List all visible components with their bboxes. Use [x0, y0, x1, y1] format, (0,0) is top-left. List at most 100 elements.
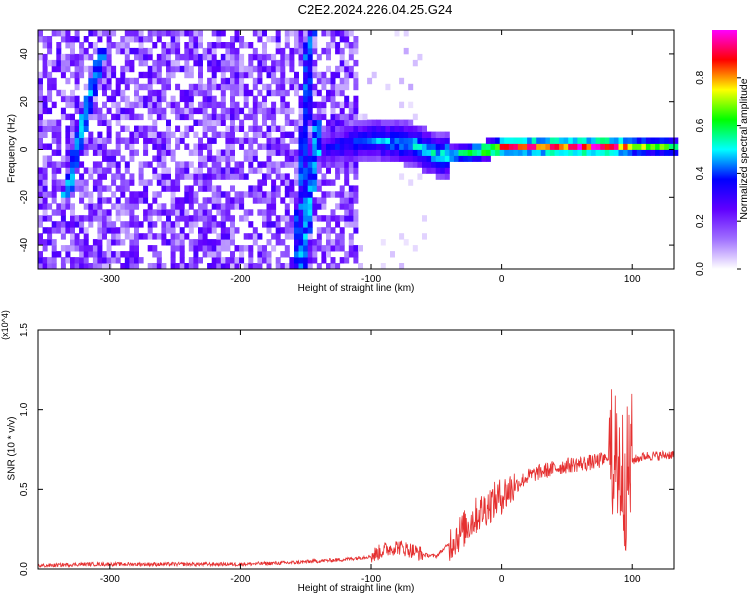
heatmap-cell [188, 113, 194, 121]
heatmap-cell [353, 155, 359, 162]
heatmap-cell [129, 113, 135, 121]
heatmap-cell [102, 149, 107, 156]
heatmap-cell [275, 42, 281, 49]
heatmap-cell [42, 257, 48, 264]
heatmap-cell [42, 101, 48, 109]
heatmap-cell [284, 251, 290, 258]
heatmap-cell [339, 53, 345, 61]
heatmap-cell [147, 179, 153, 186]
heatmap-cell [92, 263, 98, 270]
heatmap-cell [586, 149, 592, 156]
heatmap-cell [348, 221, 354, 228]
heatmap-cell [248, 113, 254, 121]
heatmap-cell [348, 107, 354, 115]
heatmap-cell [262, 59, 267, 67]
heatmap-cell [202, 53, 208, 61]
heatmap-cell [156, 95, 162, 103]
heatmap-cell [252, 119, 258, 126]
heatmap-cell [371, 131, 377, 138]
heatmap-cell [38, 137, 43, 144]
heatmap-cell [124, 59, 130, 67]
heatmap-cell [115, 89, 121, 97]
heatmap-cell [316, 53, 322, 61]
heatmap-cell [262, 131, 267, 138]
heatmap-cell [211, 197, 217, 204]
heatmap-cell [220, 101, 226, 109]
heatmap-cell [225, 209, 231, 216]
heatmap-cell [188, 107, 194, 115]
heatmap-cell [115, 251, 121, 258]
heatmap-cell [220, 263, 226, 270]
heatmap-cell [307, 30, 313, 37]
heatmap-cell [289, 185, 295, 192]
heatmap-cell [549, 143, 555, 150]
heatmap-cell [60, 59, 66, 67]
heatmap-cell [60, 245, 66, 252]
heatmap-cell [79, 161, 85, 168]
heatmap-cell [56, 221, 62, 228]
heatmap-cell [312, 125, 318, 132]
heatmap-cell [102, 221, 107, 228]
heatmap-cell [280, 251, 286, 258]
heatmap-cell [175, 59, 181, 67]
heatmap-cell [262, 191, 267, 198]
heatmap-cell [161, 263, 167, 270]
heatmap-cell [115, 173, 121, 180]
heatmap-cell [51, 83, 57, 91]
heatmap-cell [307, 263, 313, 270]
heatmap-cell [129, 101, 135, 109]
heatmap-cell [376, 149, 382, 156]
heatmap-cell [179, 107, 185, 115]
heatmap-cell [358, 149, 363, 156]
snr-series [37, 389, 675, 569]
heatmap-cell [216, 191, 222, 198]
heatmap-cell [170, 239, 176, 246]
heatmap-cell [79, 227, 85, 234]
heatmap-cell [344, 179, 350, 186]
heatmap-cell [211, 221, 217, 228]
heatmap-cell [188, 227, 194, 234]
heatmap-cell [111, 65, 117, 73]
heatmap-cell [266, 137, 272, 144]
heatmap-cell [367, 119, 373, 126]
heatmap-cell [207, 113, 213, 121]
heatmap-cell [220, 107, 226, 115]
heatmap-cell [367, 155, 373, 162]
heatmap-cell [463, 149, 469, 156]
heatmap-cell [202, 83, 208, 91]
heatmap-cell [316, 239, 322, 246]
heatmap-cell [152, 89, 158, 97]
heatmap-cell [65, 221, 71, 228]
heatmap-cell [198, 209, 203, 216]
heatmap-cell [51, 221, 57, 228]
heatmap-cell [303, 185, 309, 192]
heatmap-cell [275, 59, 281, 67]
heatmap-cell [604, 143, 610, 150]
heatmap-cell [124, 263, 130, 270]
heatmap-cell [129, 107, 135, 115]
heatmap-cell [394, 30, 400, 37]
heatmap-cell [143, 143, 149, 150]
heatmap-cell [134, 131, 139, 138]
heatmap-cell [79, 47, 85, 55]
heatmap-cell [124, 197, 130, 204]
heatmap-cell [156, 161, 162, 168]
heatmap-cell [97, 161, 103, 168]
heatmap-cell [239, 137, 245, 144]
heatmap-cell [115, 233, 121, 240]
heatmap-cell [179, 209, 185, 216]
heatmap-cell [106, 149, 112, 156]
heatmap-cell [106, 185, 112, 192]
heatmap-cell [161, 83, 167, 91]
heatmap-cell [545, 137, 551, 144]
heatmap-cell [83, 257, 89, 264]
heatmap-cell [307, 167, 313, 174]
heatmap-cell [271, 149, 277, 156]
colorbar-tick-label: 0.8 [695, 70, 706, 84]
heatmap-cell [330, 42, 336, 49]
heatmap-cell [431, 149, 437, 156]
heatmap-cell [97, 251, 103, 258]
heatmap-cell [298, 215, 304, 222]
heatmap-cell [143, 71, 149, 79]
heatmap-cell [298, 155, 304, 162]
